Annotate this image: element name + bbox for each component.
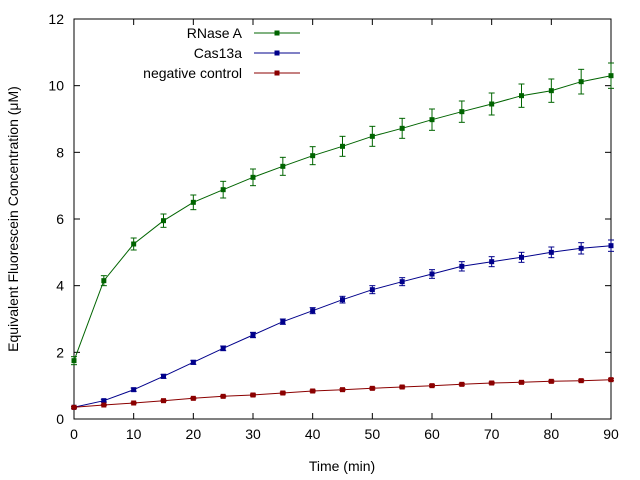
data-point — [399, 384, 405, 390]
data-point — [71, 358, 77, 364]
data-point — [340, 143, 345, 149]
legend: RNase A Cas13a negative control — [143, 25, 300, 81]
data-point — [190, 199, 196, 205]
data-point — [250, 332, 256, 338]
x-tick-label: 70 — [484, 426, 500, 442]
data-point — [369, 385, 375, 391]
data-point — [399, 279, 405, 285]
data-point — [519, 379, 524, 385]
y-axis-label: Equivalent Fluorescein Concentration (μM… — [5, 86, 21, 352]
x-tick-label: 40 — [305, 426, 321, 442]
data-point — [489, 259, 495, 265]
legend-marker-cas13a — [274, 50, 280, 56]
data-point — [489, 380, 495, 386]
data-point — [459, 109, 465, 115]
data-point — [548, 378, 554, 384]
data-point — [489, 101, 495, 107]
x-tick-label: 0 — [70, 426, 78, 442]
data-point — [161, 373, 166, 379]
legend-label-rnase-a: RNase A — [187, 25, 243, 41]
legend-marker-rnase-a — [274, 30, 280, 36]
x-tick-label: 80 — [544, 426, 560, 442]
data-point — [131, 241, 137, 247]
data-point — [250, 392, 256, 398]
data-point — [220, 345, 226, 351]
data-point — [310, 308, 316, 314]
series-negative-control — [71, 377, 614, 410]
x-tick-label: 90 — [603, 426, 619, 442]
data-point — [340, 387, 345, 393]
data-point — [131, 387, 137, 393]
data-point — [578, 245, 584, 251]
y-tick-label: 0 — [56, 411, 64, 427]
x-tick-label: 20 — [186, 426, 202, 442]
series-line-rnase-a — [73, 75, 612, 361]
data-point — [161, 218, 166, 224]
x-tick-label: 60 — [424, 426, 440, 442]
series-layer — [71, 62, 614, 410]
data-point — [71, 404, 77, 410]
data-point — [220, 393, 226, 399]
data-point — [101, 402, 107, 408]
data-point — [280, 390, 286, 396]
data-point — [548, 88, 554, 94]
data-point — [399, 125, 405, 131]
data-point — [429, 383, 435, 389]
y-tick-label: 6 — [56, 211, 64, 227]
data-point — [131, 400, 137, 406]
data-point — [578, 79, 584, 85]
data-point — [608, 243, 614, 249]
data-point — [250, 174, 256, 180]
data-point — [578, 378, 584, 384]
x-tick-label: 10 — [126, 426, 142, 442]
data-point — [369, 133, 375, 139]
data-point — [519, 93, 524, 99]
data-point — [340, 297, 345, 303]
x-tick-label: 50 — [365, 426, 381, 442]
data-point — [280, 319, 286, 325]
data-point — [459, 381, 465, 387]
data-point — [429, 271, 435, 277]
data-point — [310, 153, 316, 159]
x-axis-label: Time (min) — [309, 458, 375, 474]
data-point — [369, 287, 375, 293]
y-tick-label: 8 — [56, 144, 64, 160]
data-point — [161, 398, 166, 404]
series-rnase-a — [71, 62, 614, 366]
data-point — [608, 73, 614, 79]
data-point — [101, 398, 107, 404]
legend-label-cas13a: Cas13a — [194, 45, 242, 61]
series-line-negative-control — [73, 379, 612, 408]
data-point — [280, 163, 286, 169]
y-tick-label: 12 — [48, 11, 64, 27]
x-tick-label: 30 — [245, 426, 261, 442]
data-point — [220, 187, 226, 193]
data-point — [310, 388, 316, 394]
data-point — [519, 254, 524, 260]
data-point — [190, 395, 196, 401]
data-point — [548, 249, 554, 255]
data-point — [190, 359, 196, 365]
y-tick-label: 4 — [56, 278, 64, 294]
series-line-cas13a — [73, 245, 612, 408]
y-tick-label: 2 — [56, 344, 64, 360]
axis-ticks: 0 10 20 30 40 50 60 70 80 90 0 2 4 6 8 10 12 — [48, 11, 619, 442]
legend-label-negative-control: negative control — [143, 65, 242, 81]
y-tick-label: 10 — [48, 78, 64, 94]
data-point — [608, 377, 614, 383]
data-point — [429, 117, 435, 123]
legend-marker-negative-control — [274, 70, 280, 76]
data-point — [101, 278, 107, 284]
data-point — [459, 263, 465, 269]
series-cas13a — [71, 239, 614, 410]
